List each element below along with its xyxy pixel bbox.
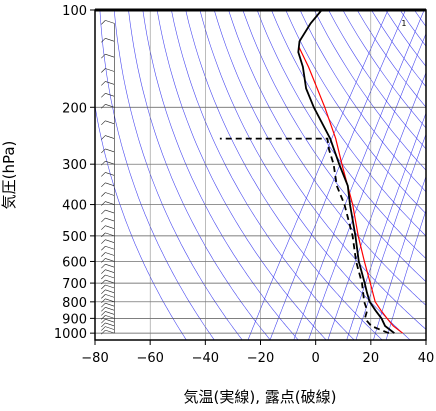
dry-adiabat <box>156 10 327 340</box>
x-tick-label: −80 <box>81 351 108 366</box>
wind-barb <box>101 263 115 269</box>
wind-barb <box>101 307 115 312</box>
y-tick-label: 700 <box>62 277 87 292</box>
wind-barb <box>101 81 115 86</box>
wind-barb <box>101 322 115 328</box>
mixing-ratio-labels: 15101520g <box>401 19 406 28</box>
wind-barb <box>101 93 115 98</box>
wind-barb <box>101 232 115 238</box>
x-tick-label: 0 <box>312 351 320 366</box>
wind-barb <box>101 311 115 316</box>
dry-adiabat <box>271 10 426 237</box>
wind-barb <box>101 239 115 244</box>
x-axis: −80 −60 −40 −20 0 20 40 <box>81 340 434 366</box>
dry-adiabat <box>113 10 243 340</box>
y-tick-label: 900 <box>62 312 87 327</box>
x-axis-title: 気温(実線), 露点(破線) <box>184 388 337 406</box>
wind-barb <box>101 38 115 43</box>
wind-barb <box>101 160 115 166</box>
dry-adiabat <box>95 104 187 340</box>
wind-barb <box>101 172 115 177</box>
dry-adiabat <box>99 10 215 340</box>
wind-barb <box>101 120 115 126</box>
y-tick-label: 800 <box>62 296 87 311</box>
dry-adiabat <box>313 10 426 171</box>
mixing-ratio-line <box>355 133 426 340</box>
dry-adiabat <box>299 10 426 193</box>
wind-barb <box>101 302 115 308</box>
wind-barb <box>101 326 115 331</box>
wind-barb <box>101 315 115 320</box>
wind-barb <box>101 20 115 25</box>
mixing-ratio-line <box>385 209 426 340</box>
wind-barb <box>101 225 115 230</box>
mixing-ratio-line <box>247 10 389 340</box>
dry-adiabat <box>213 10 426 330</box>
dry-adiabat <box>228 10 426 306</box>
wind-barb <box>101 289 115 294</box>
wind-barb <box>101 298 115 304</box>
x-tick-label: −60 <box>136 351 163 366</box>
mixing-ratio-lines <box>247 10 426 340</box>
dry-adiabat <box>242 10 426 283</box>
x-tick-label: −20 <box>247 351 274 366</box>
x-tick-label: −40 <box>192 351 219 366</box>
wind-barb <box>101 135 115 140</box>
mixing-ratio-label: 1 <box>401 19 406 28</box>
wind-barb <box>101 68 115 73</box>
wind-barb <box>101 245 115 251</box>
mixing-ratio-line <box>308 32 426 340</box>
wind-barb <box>101 258 115 263</box>
dry-adiabat <box>328 10 426 150</box>
wind-barb <box>101 103 115 109</box>
mixing-ratio-line <box>293 10 425 340</box>
wind-barb <box>101 148 115 154</box>
parcel-line <box>298 46 404 334</box>
dry-adiabat <box>285 10 426 215</box>
wind-barb <box>101 217 115 223</box>
wind-barb <box>101 209 115 215</box>
dewpoint-line <box>219 137 390 335</box>
wind-barb <box>101 318 115 324</box>
x-tick-label: 20 <box>363 351 380 366</box>
wind-barb <box>101 274 115 280</box>
y-tick-label: 100 <box>62 4 87 19</box>
wind-barbs <box>101 20 115 335</box>
y-tick-label: 200 <box>62 101 87 116</box>
y-tick-label: 400 <box>62 199 87 214</box>
dry-adiabat <box>185 10 383 340</box>
wind-barb <box>101 329 115 335</box>
wind-barb <box>101 279 115 285</box>
y-tick-label: 1000 <box>54 327 87 342</box>
wind-barb <box>101 192 115 197</box>
y-axis-title: 気圧(hPa) <box>0 141 18 210</box>
wind-barb <box>101 269 115 274</box>
dry-adiabat <box>171 10 355 340</box>
dry-adiabat <box>128 10 271 340</box>
x-tick-label: 40 <box>418 351 435 366</box>
mixing-ratio-line <box>269 10 406 340</box>
y-tick-label: 300 <box>62 158 87 173</box>
profiles <box>219 10 404 335</box>
wind-barb <box>101 201 115 206</box>
wind-barb <box>101 53 115 59</box>
mixing-ratio-line <box>346 112 426 340</box>
y-tick-label: 500 <box>62 230 87 245</box>
wind-barb <box>101 284 115 290</box>
y-tick-label: 600 <box>62 255 87 270</box>
temperature-line <box>297 10 395 334</box>
wind-barb <box>101 252 115 257</box>
wind-barb <box>101 182 115 188</box>
wind-barb <box>101 294 115 299</box>
dry-adiabat <box>256 10 426 260</box>
